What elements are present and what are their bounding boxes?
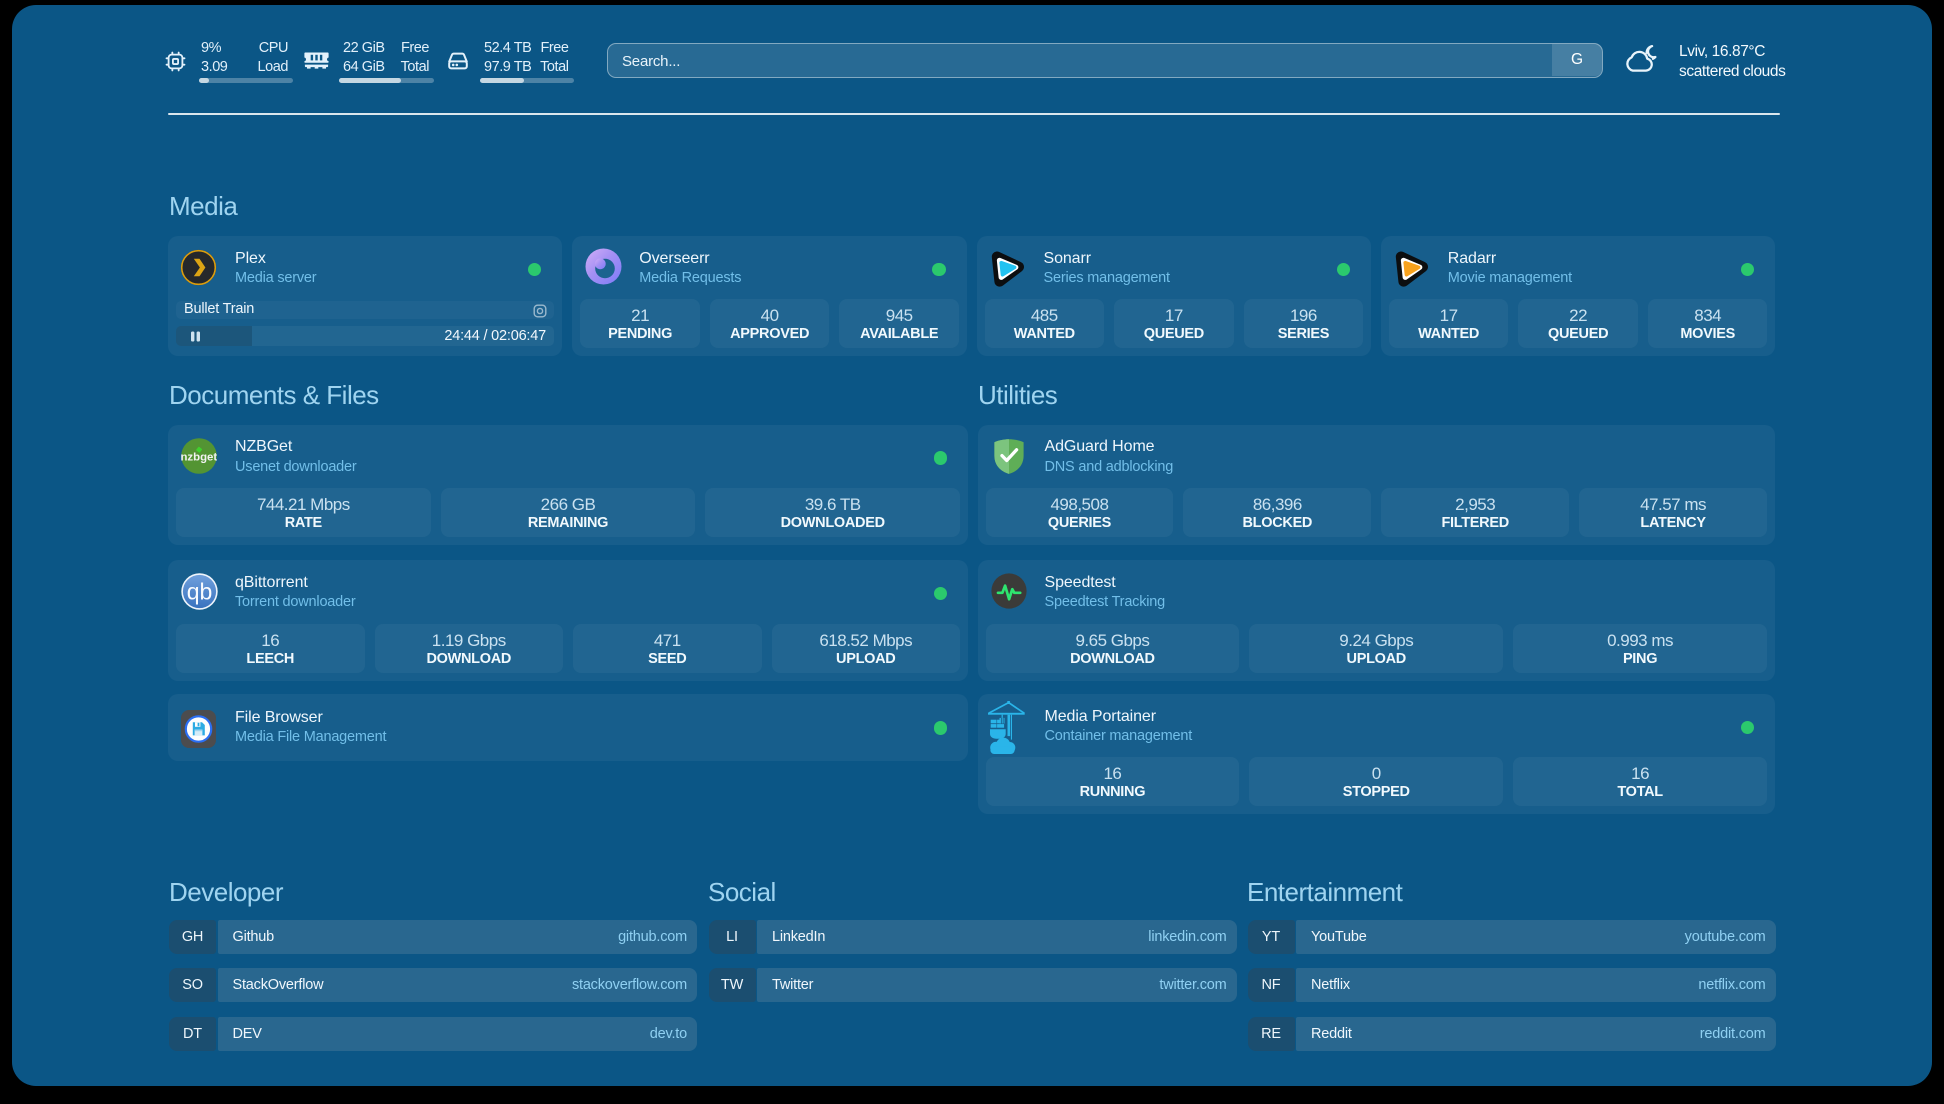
svg-text:nzbget: nzbget	[181, 451, 217, 463]
svg-text:qb: qb	[187, 579, 213, 605]
